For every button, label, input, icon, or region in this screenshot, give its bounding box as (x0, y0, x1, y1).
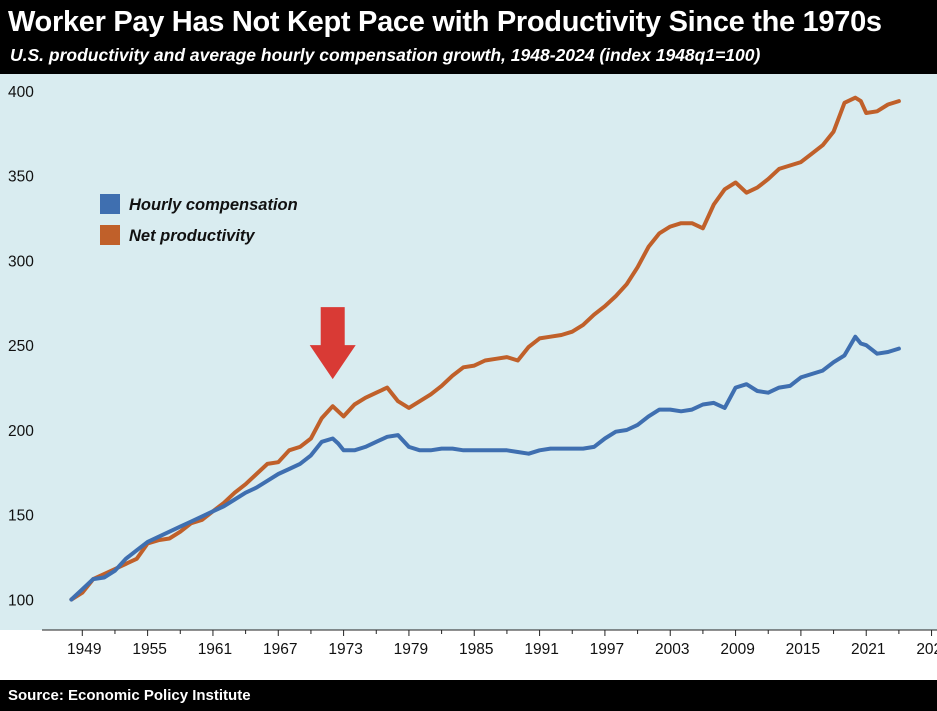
chart-area: 100 150 200 250 300 350 400 1949 1955 1961 1967 197… (0, 74, 937, 680)
legend-label-hourly-compensation: Hourly compensation (129, 196, 298, 214)
x-tick-label: 2021 (851, 641, 885, 658)
y-tick-label: 300 (8, 253, 34, 270)
y-tick-label: 400 (8, 84, 34, 101)
source-note: Source: Economic Policy Institute (8, 687, 251, 704)
series-line-hourly-compensation (69, 334, 901, 602)
y-tick-label: 350 (8, 169, 34, 186)
chart-footer: Source: Economic Policy Institute (0, 680, 937, 711)
x-tick-label: 1949 (67, 641, 101, 658)
y-tick-label: 200 (8, 423, 34, 440)
x-tick-label: 1973 (328, 641, 362, 658)
x-tick-label: 1955 (132, 641, 166, 658)
down-arrow-annotation (309, 307, 356, 380)
chart-title: Worker Pay Has Not Kept Pace with Produc… (8, 6, 882, 38)
annotations (309, 307, 356, 380)
x-tick-label: 2009 (720, 641, 754, 658)
x-tick-label: 1985 (459, 641, 493, 658)
x-tick-label: 1991 (524, 641, 558, 658)
chart-subtitle: U.S. productivity and average hourly com… (10, 45, 761, 65)
x-tick-label: 1997 (590, 641, 624, 658)
x-tick-label: 1967 (263, 641, 297, 658)
x-tick-label: 2015 (786, 641, 820, 658)
legend-swatch-hourly-compensation (100, 194, 120, 214)
legend-swatch-net-productivity (100, 225, 120, 245)
x-tick-label: 2003 (655, 641, 689, 658)
legend: Hourly compensation Net productivity (100, 194, 298, 245)
x-tick-label: 1961 (198, 641, 232, 658)
legend-label-net-productivity: Net productivity (129, 227, 255, 245)
line-chart: 100 150 200 250 300 350 400 1949 1955 1961 1967 197… (0, 74, 937, 658)
y-tick-label: 150 (8, 508, 34, 525)
y-tick-label: 250 (8, 338, 34, 355)
y-tick-label: 100 (8, 592, 34, 609)
axes: 100 150 200 250 300 350 400 1949 1955 1961 1967 197… (8, 84, 937, 658)
chart-header: Worker Pay Has Not Kept Pace with Produc… (0, 0, 937, 74)
x-tick-label: 1979 (394, 641, 428, 658)
series-group (69, 95, 901, 602)
x-tick-label: 2027 (916, 641, 937, 658)
